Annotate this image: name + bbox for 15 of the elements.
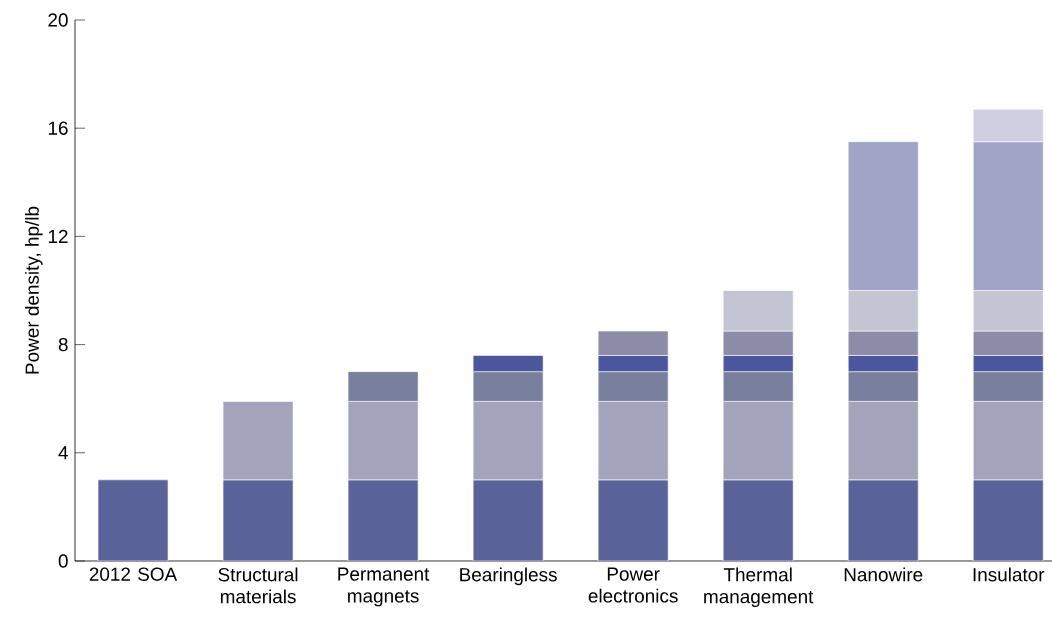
x-tick-label: Structural materials (218, 567, 298, 604)
x-tick-label: 2012 SOA (89, 567, 178, 581)
x-tick-label: Insulator (973, 567, 1045, 582)
x-tick-label: Power electronics (588, 567, 678, 603)
y-tick-label: 8 (58, 337, 68, 352)
x-tick-label: Nanowire (844, 567, 923, 582)
y-tick-label: 4 (58, 446, 68, 460)
x-tick-label: Permanent magnets (338, 567, 430, 607)
y-tick-label: 0 (58, 554, 68, 568)
y-axis-title: Power density, hp/lb (24, 206, 43, 374)
x-tick-label: Bearingless (460, 567, 557, 586)
x-tick-label: Thermal management (704, 567, 814, 608)
y-tick-label: 12 (48, 229, 68, 243)
y-tick-label: 20 (48, 13, 68, 27)
y-tick-label: 16 (48, 121, 68, 135)
